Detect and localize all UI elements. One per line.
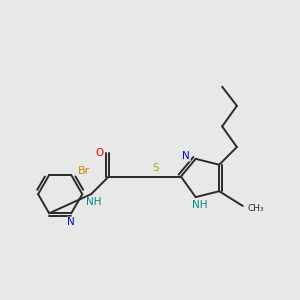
Text: NH: NH	[192, 200, 208, 210]
Text: N: N	[182, 151, 190, 161]
Text: S: S	[153, 163, 159, 173]
Text: N: N	[68, 217, 75, 227]
Text: CH₃: CH₃	[248, 204, 264, 213]
Text: NH: NH	[86, 197, 102, 207]
Text: Br: Br	[78, 166, 91, 176]
Text: O: O	[96, 148, 104, 158]
